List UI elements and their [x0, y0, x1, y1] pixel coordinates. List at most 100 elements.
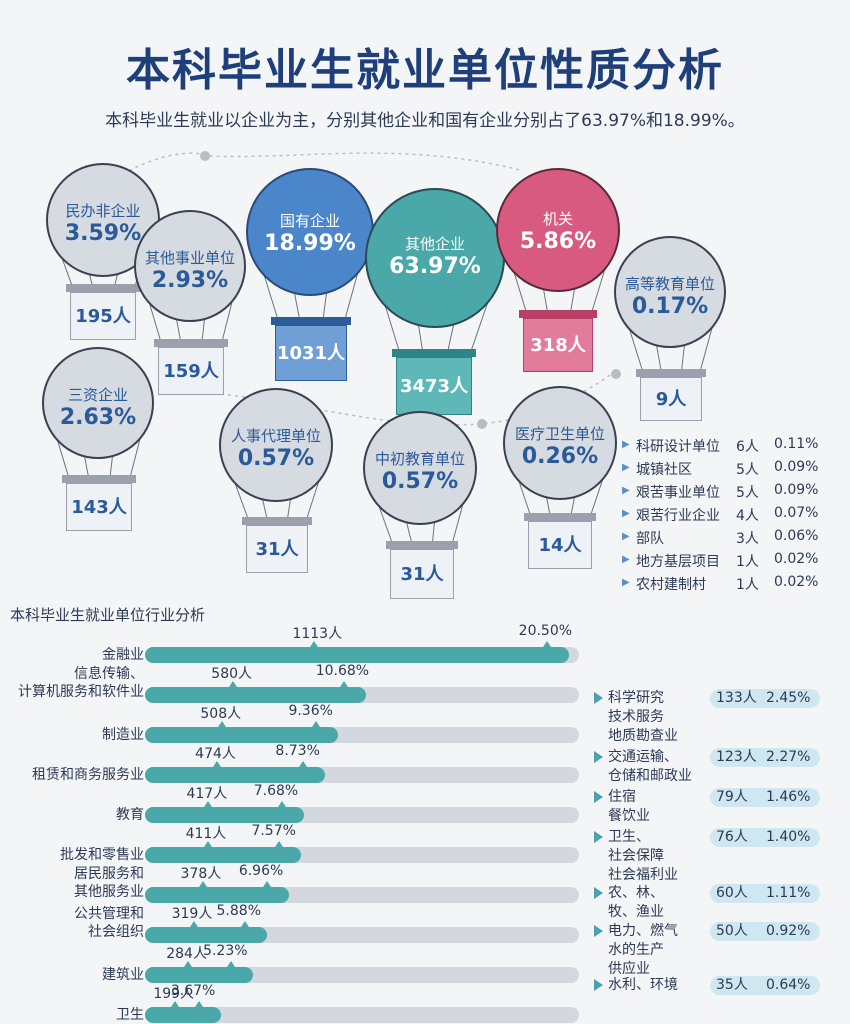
industry-bar-row: 信息传输、 计算机服务和软件业 580人 10.68%: [0, 661, 600, 703]
dotted-path-line: [99, 152, 611, 426]
bullet-arrow-icon: ▶: [622, 485, 630, 496]
small-unit-count: 1人: [736, 577, 759, 593]
bullet-triangle-icon: [594, 979, 603, 991]
small-unit-name: 地方基层项目: [636, 554, 720, 570]
bullet-triangle-icon: [594, 831, 603, 843]
small-unit-percent: 0.11%: [774, 436, 819, 452]
basket-rim: [524, 513, 596, 521]
balloon-percent: 2.63%: [59, 404, 137, 430]
bar-fill: [145, 687, 366, 703]
bar-count-label: 411人: [185, 826, 227, 842]
balloon-name: 民办非企业: [65, 202, 141, 221]
balloon-count: 9人: [640, 377, 702, 421]
balloon-count: 159人: [158, 347, 224, 395]
page-subtitle: 本科毕业生就业以企业为主，分别其他企业和国有企业分别占了63.97%和18.99…: [105, 111, 745, 131]
bar-percent-label: 10.68%: [315, 663, 370, 679]
basket-rim: [392, 349, 476, 357]
small-unit-percent: 0.07%: [774, 505, 819, 521]
industry-bar-row: 金融业 1113人 20.50%: [0, 621, 600, 663]
balloon-percent: 2.93%: [151, 267, 229, 293]
small-unit-name: 农村建制村: [636, 577, 706, 593]
industry-label: 租赁和商务服务业: [32, 767, 144, 783]
side-industry-name: 农、林、 牧、渔业: [608, 885, 664, 920]
balloon-count: 143人: [66, 483, 132, 531]
industry-bar-row: 租赁和商务服务业 474人 8.73%: [0, 741, 600, 783]
industry-label: 制造业: [102, 727, 144, 743]
balloon-count: 14人: [528, 521, 592, 569]
balloon-envelope: 人事代理单位 0.57%: [219, 388, 333, 502]
small-unit-count: 3人: [736, 531, 759, 547]
balloon-envelope: 中初教育单位 0.57%: [363, 411, 477, 525]
percent-marker: [227, 961, 236, 967]
small-unit-count: 5人: [736, 485, 759, 501]
count-marker: [218, 721, 227, 727]
basket-rim: [62, 475, 136, 483]
balloon-count: 3473人: [396, 357, 472, 415]
bar-percent-label: 5.88%: [216, 903, 261, 919]
balloon-percent: 0.57%: [237, 446, 315, 472]
count-marker: [184, 961, 193, 967]
small-unit-count: 6人: [736, 439, 759, 455]
percent-marker: [299, 761, 308, 767]
industry-label: 公共管理和 社会组织: [74, 906, 144, 940]
percent-marker: [312, 721, 321, 727]
balloon-name: 其他企业: [404, 235, 465, 254]
basket-rim: [154, 339, 228, 347]
path-dot: [200, 151, 210, 161]
industry-bar-row: 制造业 508人 9.36%: [0, 701, 600, 743]
bullet-triangle-icon: [594, 751, 603, 763]
small-unit-count: 1人: [736, 554, 759, 570]
percent-marker: [542, 641, 551, 647]
side-industry-percent: 1.11%: [766, 885, 811, 901]
bar-percent-label: 9.36%: [288, 703, 333, 719]
balloon-envelope: 高等教育单位 0.17%: [614, 236, 726, 348]
small-unit-row: ▶ 艰苦行业企业 4人 0.07%: [622, 505, 832, 528]
industry-label: 建筑业: [102, 967, 144, 983]
balloon-count: 31人: [246, 525, 308, 573]
count-marker: [203, 841, 212, 847]
small-unit-name: 艰苦事业单位: [636, 485, 720, 501]
balloon-percent: 5.86%: [519, 229, 597, 255]
balloon-name: 中初教育单位: [374, 450, 465, 469]
balloon-count: 1031人: [275, 325, 347, 381]
bullet-arrow-icon: ▶: [622, 508, 630, 519]
small-unit-name: 艰苦行业企业: [636, 508, 720, 524]
small-unit-row: ▶ 城镇社区 5人 0.09%: [622, 459, 832, 482]
small-unit-row: ▶ 科研设计单位 6人 0.11%: [622, 436, 832, 459]
side-industry-name: 水利、环境: [608, 977, 678, 993]
bar-fill: [145, 1007, 221, 1023]
percent-marker: [240, 921, 249, 927]
small-unit-name: 城镇社区: [636, 462, 692, 478]
industry-bar-row: 居民服务和 其他服务业 378人 6.96%: [0, 861, 600, 903]
bar-percent-label: 8.73%: [275, 743, 320, 759]
balloon-envelope: 机关 5.86%: [496, 168, 620, 292]
side-industry-count: 133人: [716, 690, 757, 706]
bar-count-label: 378人: [180, 866, 222, 882]
small-unit-row: ▶ 部队 3人 0.06%: [622, 528, 832, 551]
industry-bar-row: 教育 417人 7.68%: [0, 781, 600, 823]
small-unit-percent: 0.09%: [774, 482, 819, 498]
balloon-envelope: 其他企业 63.97%: [365, 188, 505, 328]
small-unit-count: 4人: [736, 508, 759, 524]
bullet-arrow-icon: ▶: [622, 439, 630, 450]
balloon-percent: 18.99%: [264, 230, 356, 256]
balloon-percent: 0.26%: [521, 444, 599, 470]
count-marker: [310, 641, 319, 647]
industry-label: 批发和零售业: [60, 847, 144, 863]
small-unit-name: 科研设计单位: [636, 439, 720, 455]
bar-count-label: 508人: [200, 706, 242, 722]
bar-percent-label: 5.23%: [203, 943, 248, 959]
side-industry-pill: 123人 2.27%: [710, 748, 820, 767]
bullet-arrow-icon: ▶: [622, 554, 630, 565]
balloon-envelope: 三资企业 2.63%: [42, 347, 154, 459]
percent-marker: [277, 801, 286, 807]
small-unit-percent: 0.09%: [774, 459, 819, 475]
industry-bar-row: 卫生 199人 3.67%: [0, 981, 600, 1023]
count-marker: [204, 801, 213, 807]
industry-bar-row: 建筑业 284人 5.23%: [0, 941, 600, 983]
small-unit-percent: 0.02%: [774, 574, 819, 590]
basket-rim: [636, 369, 706, 377]
side-industry-pill: 76人 1.40%: [710, 828, 820, 847]
balloon-count: 31人: [390, 549, 454, 599]
side-industry-pill: 35人 0.64%: [710, 976, 820, 995]
